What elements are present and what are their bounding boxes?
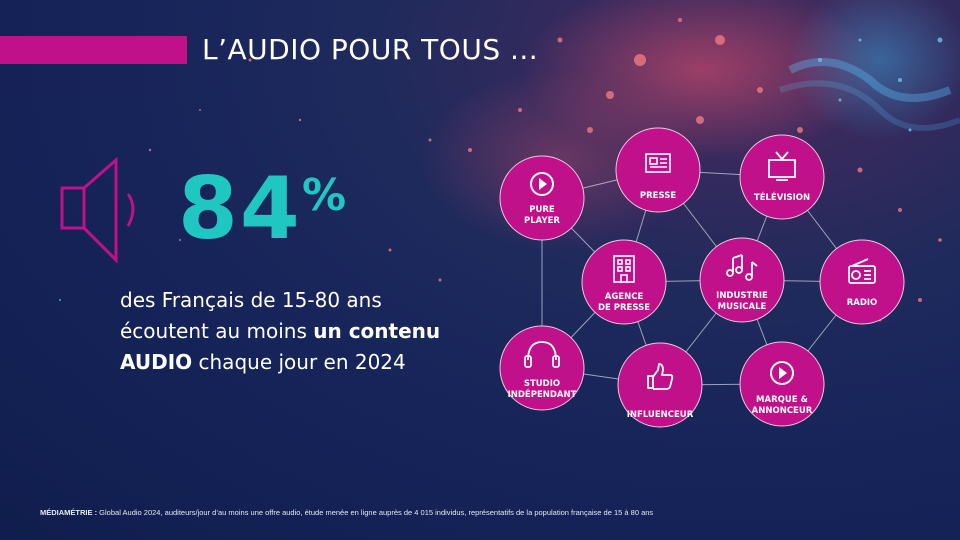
node-label: STUDIO bbox=[524, 379, 560, 389]
footnote-text: Global Audio 2024, auditeurs/jour d’au m… bbox=[97, 508, 654, 517]
node-label: ANNONCEUR bbox=[752, 406, 813, 416]
node-label: RADIO bbox=[847, 298, 878, 308]
play-circle-icon bbox=[770, 361, 794, 385]
node-influenceur: INFLUENCEUR bbox=[617, 342, 703, 428]
node-label: PRESSE bbox=[640, 191, 676, 201]
node-label: INDUSTRIE bbox=[716, 291, 768, 301]
node-agence-de-presse: AGENCE DE PRESSE bbox=[581, 239, 667, 325]
title-accent-bar bbox=[0, 36, 187, 64]
stat-number: 84 bbox=[178, 159, 302, 259]
tv-icon bbox=[768, 151, 796, 181]
node-television: TÉLÉVISION bbox=[739, 134, 825, 220]
building-icon bbox=[613, 255, 635, 283]
audio-network-diagram: PURE PLAYER PRESSE TÉLÉVISION AG bbox=[499, 127, 905, 428]
stat-line-1: des Français de 15-80 ans bbox=[120, 288, 382, 312]
headphones-icon bbox=[524, 341, 560, 368]
node-radio: RADIO bbox=[819, 239, 905, 325]
node-studio-independant: STUDIO INDÉPENDANT bbox=[499, 325, 585, 411]
node-label: AGENCE bbox=[605, 292, 644, 302]
stat-line-2-bold: un contenu bbox=[313, 319, 441, 343]
node-label: MARQUE & bbox=[756, 395, 808, 405]
stat-percent-sign: % bbox=[302, 170, 347, 221]
source-footnote: MÉDIAMÉTRIE : Global Audio 2024, auditeu… bbox=[40, 508, 940, 517]
stat-line-3-bold: AUDIO bbox=[120, 350, 193, 374]
node-label: INFLUENCEUR bbox=[627, 410, 694, 420]
footnote-source: MÉDIAMÉTRIE : bbox=[40, 508, 98, 517]
page-title: L’AUDIO POUR TOUS ... bbox=[202, 33, 539, 66]
speaker-icon bbox=[60, 156, 135, 264]
node-presse: PRESSE bbox=[615, 127, 701, 213]
thumbs-up-icon bbox=[647, 363, 674, 390]
radio-icon bbox=[848, 258, 876, 284]
newspaper-icon bbox=[645, 153, 671, 173]
node-industrie-musicale: INDUSTRIE MUSICALE bbox=[699, 237, 785, 323]
node-label: INDÉPENDANT bbox=[508, 388, 577, 400]
node-label: MUSICALE bbox=[718, 302, 767, 312]
node-label: PURE bbox=[529, 205, 555, 215]
node-marque-annonceur: MARQUE & ANNONCEUR bbox=[739, 341, 825, 427]
stat-line-2-prefix: écoutent au moins bbox=[120, 319, 314, 343]
node-pure-player: PURE PLAYER bbox=[499, 155, 585, 241]
music-notes-icon bbox=[726, 254, 758, 281]
node-label: DE PRESSE bbox=[598, 303, 650, 313]
node-label: PLAYER bbox=[524, 216, 560, 226]
stat-line-3-suffix: chaque jour en 2024 bbox=[192, 350, 406, 374]
stat-description: des Français de 15-80 ans écoutent au mo… bbox=[120, 285, 480, 378]
node-label: TÉLÉVISION bbox=[754, 191, 810, 203]
play-circle-icon bbox=[530, 172, 554, 196]
